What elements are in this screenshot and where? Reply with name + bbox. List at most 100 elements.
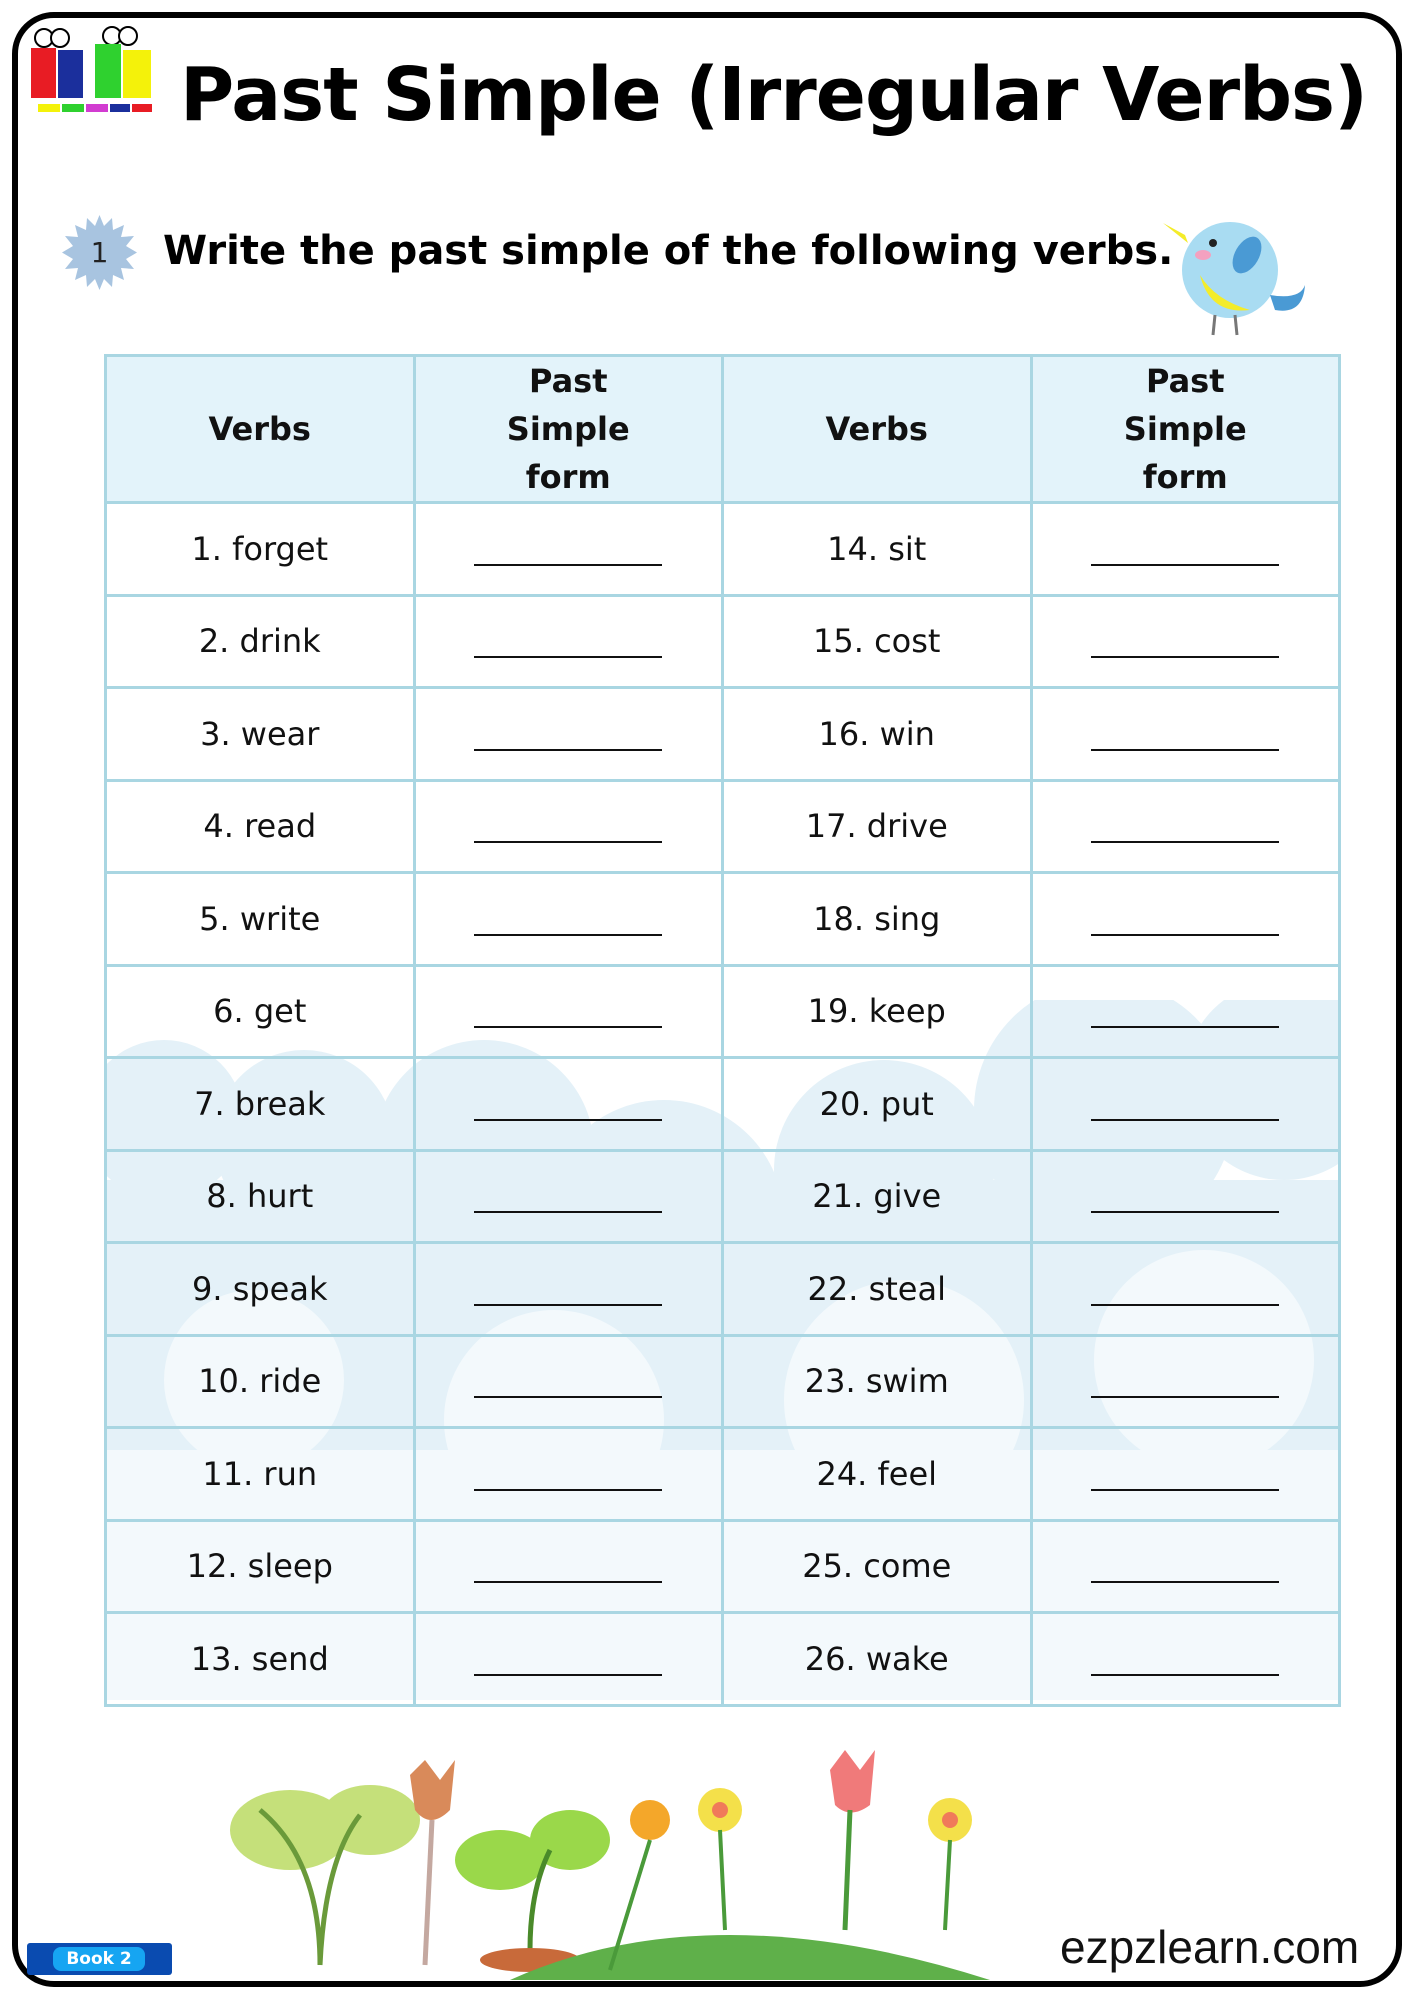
answer-blank[interactable] — [474, 998, 663, 1029]
answer-blank[interactable] — [1091, 536, 1280, 566]
verb-cell: 1. forget — [104, 501, 416, 597]
header-verbs: Verbs — [721, 354, 1033, 504]
answer-cell[interactable] — [1029, 1518, 1341, 1614]
verb-cell: 14. sit — [721, 501, 1033, 597]
table-row: 6. get 19. keep — [104, 963, 1341, 1059]
table-row: 12. sleep 25. come — [104, 1518, 1341, 1614]
answer-cell[interactable] — [412, 686, 724, 782]
table-row: 8. hurt 21. give — [104, 1148, 1341, 1244]
answer-blank[interactable] — [474, 1368, 663, 1399]
verb-cell: 18. sing — [721, 871, 1033, 967]
answer-cell[interactable] — [1029, 501, 1341, 597]
answer-blank[interactable] — [474, 1646, 663, 1676]
answer-cell[interactable] — [1029, 593, 1341, 689]
answer-blank[interactable] — [474, 1091, 663, 1121]
answer-cell[interactable] — [1029, 1056, 1341, 1152]
answer-cell[interactable] — [1029, 686, 1341, 782]
table-row: 2. drink 15. cost — [104, 593, 1341, 689]
answer-blank[interactable] — [474, 1553, 663, 1584]
answer-blank[interactable] — [474, 813, 663, 844]
verb-cell: 26. wake — [721, 1611, 1033, 1707]
answer-cell[interactable] — [412, 778, 724, 874]
verb-cell: 10. ride — [104, 1333, 416, 1429]
table-row: 4. read 17. drive — [104, 778, 1341, 874]
answer-blank[interactable] — [1091, 1553, 1280, 1584]
book-label: Book 2 — [53, 1947, 145, 1971]
answer-cell[interactable] — [1029, 1426, 1341, 1522]
verb-cell: 8. hurt — [104, 1148, 416, 1244]
verb-cell: 15. cost — [721, 593, 1033, 689]
answer-cell[interactable] — [412, 1148, 724, 1244]
verb-cell: 24. feel — [721, 1426, 1033, 1522]
answer-blank[interactable] — [1091, 1646, 1280, 1676]
answer-cell[interactable] — [1029, 1333, 1341, 1429]
answer-blank[interactable] — [1091, 1183, 1280, 1214]
table-row: 10. ride 23. swim — [104, 1333, 1341, 1429]
answer-blank[interactable] — [1091, 1368, 1280, 1399]
table-row: 5. write 18. sing — [104, 871, 1341, 967]
answer-cell[interactable] — [412, 1056, 724, 1152]
table-row: 11. run 24. feel — [104, 1426, 1341, 1522]
table-row: 3. wear 16. win — [104, 686, 1341, 782]
answer-cell[interactable] — [412, 1333, 724, 1429]
verb-cell: 2. drink — [104, 593, 416, 689]
table-row: 1. forget 14. sit — [104, 501, 1341, 597]
verb-cell: 5. write — [104, 871, 416, 967]
verb-cell: 6. get — [104, 963, 416, 1059]
answer-blank[interactable] — [1091, 1091, 1280, 1121]
verb-cell: 4. read — [104, 778, 416, 874]
answer-cell[interactable] — [412, 501, 724, 597]
answer-cell[interactable] — [412, 593, 724, 689]
verb-cell: 19. keep — [721, 963, 1033, 1059]
verb-cell: 16. win — [721, 686, 1033, 782]
answer-cell[interactable] — [1029, 1611, 1341, 1707]
page-title: Past Simple (Irregular Verbs) — [180, 52, 1368, 138]
answer-blank[interactable] — [1091, 1461, 1280, 1491]
verb-cell: 25. come — [721, 1518, 1033, 1614]
book-badge: Book 2 — [27, 1943, 172, 1975]
answer-cell[interactable] — [1029, 963, 1341, 1059]
answer-blank[interactable] — [1091, 813, 1280, 844]
answer-blank[interactable] — [1091, 998, 1280, 1029]
answer-cell[interactable] — [412, 871, 724, 967]
verb-cell: 13. send — [104, 1611, 416, 1707]
verb-cell: 12. sleep — [104, 1518, 416, 1614]
website-url: ezpzlearn.com — [1060, 1921, 1360, 1973]
verb-cell: 11. run — [104, 1426, 416, 1522]
answer-blank[interactable] — [474, 628, 663, 659]
answer-cell[interactable] — [1029, 778, 1341, 874]
exercise-instruction: Write the past simple of the following v… — [163, 228, 1174, 274]
table-header-row: Verbs Past Simple form Verbs Past Simple… — [104, 354, 1341, 504]
answer-cell[interactable] — [412, 963, 724, 1059]
header-past-simple-label: Past Simple form — [1123, 362, 1247, 496]
header-past-simple: Past Simple form — [412, 354, 724, 504]
answer-blank[interactable] — [474, 536, 663, 566]
exercise-number: 1 — [90, 236, 109, 269]
answer-blank[interactable] — [1091, 721, 1280, 751]
answer-cell[interactable] — [1029, 1241, 1341, 1337]
header-past-simple: Past Simple form — [1029, 354, 1341, 504]
answer-cell[interactable] — [412, 1241, 724, 1337]
exercise-number-badge: 1 — [62, 215, 137, 290]
answer-cell[interactable] — [412, 1426, 724, 1522]
answer-blank[interactable] — [474, 1276, 663, 1306]
answer-cell[interactable] — [1029, 871, 1341, 967]
answer-blank[interactable] — [474, 906, 663, 936]
ezpz-logo — [31, 26, 152, 112]
verb-cell: 17. drive — [721, 778, 1033, 874]
verbs-table: Verbs Past Simple form Verbs Past Simple… — [104, 354, 1341, 1707]
answer-blank[interactable] — [474, 1461, 663, 1491]
verb-cell: 3. wear — [104, 686, 416, 782]
answer-cell[interactable] — [1029, 1148, 1341, 1244]
table-row: 9. speak 22. steal — [104, 1241, 1341, 1337]
answer-blank[interactable] — [1091, 906, 1280, 936]
answer-cell[interactable] — [412, 1611, 724, 1707]
answer-cell[interactable] — [412, 1518, 724, 1614]
answer-blank[interactable] — [1091, 628, 1280, 659]
bird-illustration — [1163, 222, 1305, 336]
answer-blank[interactable] — [1091, 1276, 1280, 1306]
flowers-illustration — [230, 1750, 990, 1980]
page-border — [12, 12, 1402, 1987]
answer-blank[interactable] — [474, 721, 663, 751]
answer-blank[interactable] — [474, 1183, 663, 1214]
